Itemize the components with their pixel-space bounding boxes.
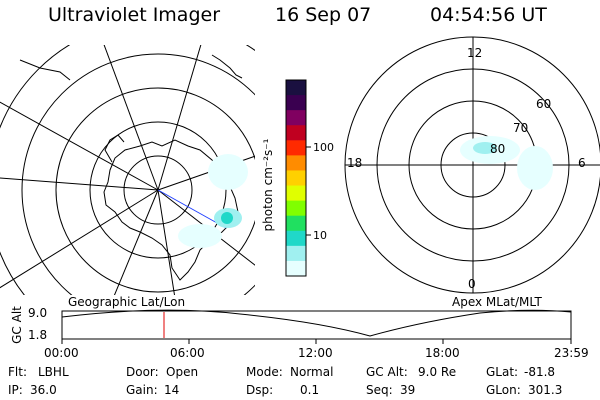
info-gcalt-value: 9.0 Re [418,365,457,379]
colorbar-segment [286,170,306,187]
altitude-ytick-1: 1.8 [28,328,48,342]
colorbar-segment [286,200,306,217]
colorbar-segment [286,245,306,262]
info-glat-value: -81.8 [524,365,556,379]
info-door-key: Door: [126,365,159,379]
mlat-label-70: 70 [513,121,529,135]
altitude-ylabel: GC Alt [9,306,24,344]
aurora-emission-left [178,154,248,248]
info-gain-value: 14 [164,383,180,397]
info-glon-key: GLon: [486,383,521,397]
colorbar-segment [286,260,306,277]
magnetic-caption: Apex MLat/MLT [452,295,542,309]
colorbar-segment [286,155,306,171]
colorbar-segment [286,140,306,156]
colorbar-segment [286,185,306,202]
info-seq-value: 39 [400,383,416,397]
time-tick-1800: 18:00 [425,346,460,360]
mlt-label-0: 0 [468,277,476,291]
info-door-value: Open [166,365,199,379]
colorbar-segment [286,95,306,111]
info-glat-key: GLat: [486,365,519,379]
info-mode-value: Normal [290,365,334,379]
info-mode-key: Mode: [246,365,283,379]
mlt-label-12: 12 [467,46,483,60]
magnetic-map [344,36,600,294]
mlat-label-60: 60 [536,97,552,111]
info-dsp-value: 0.1 [300,383,320,397]
mlt-label-6: 6 [578,156,586,170]
altitude-ytick-9: 9.0 [28,306,48,320]
mlat-label-80: 80 [490,142,506,156]
info-gain-key: Gain: [126,383,158,397]
mlt-label-18: 18 [347,156,363,170]
geographic-caption: Geographic Lat/Lon [68,295,186,309]
colorbar-segment [286,230,306,247]
info-dsp-key: Dsp: [246,383,274,397]
time-tick-2359: 23:59 [554,346,589,360]
info-ip-value: 36.0 [30,383,57,397]
colorbar [286,80,306,277]
info-flt-value: LBHL [38,365,69,379]
time-label: 04:54:56 UT [430,4,547,26]
colorbar-segment [286,215,306,232]
info-flt-key: Flt: [8,365,27,379]
colorbar-segment [286,110,306,126]
info-ip-key: IP: [8,383,23,397]
time-tick-0600: 06:00 [170,346,205,360]
altitude-plot [61,309,572,344]
app-title: Ultraviolet Imager [48,4,221,26]
time-tick-0000: 00:00 [44,346,79,360]
colorbar-segment [286,125,306,141]
colorbar-unit-label: photon cm⁻²s⁻¹ [261,138,275,232]
date-label: 16 Sep 07 [275,4,372,26]
colorbar-segment [286,80,306,96]
info-seq-key: Seq: [366,383,393,397]
colorbar-tick-100: 100 [313,141,334,154]
aurora-emission-right [460,136,553,190]
info-gcalt-key: GC Alt: [366,365,408,379]
info-glon-value: 301.3 [528,383,563,397]
time-tick-1200: 12:00 [298,346,333,360]
geographic-map [0,45,255,295]
colorbar-tick-10: 10 [313,229,327,242]
